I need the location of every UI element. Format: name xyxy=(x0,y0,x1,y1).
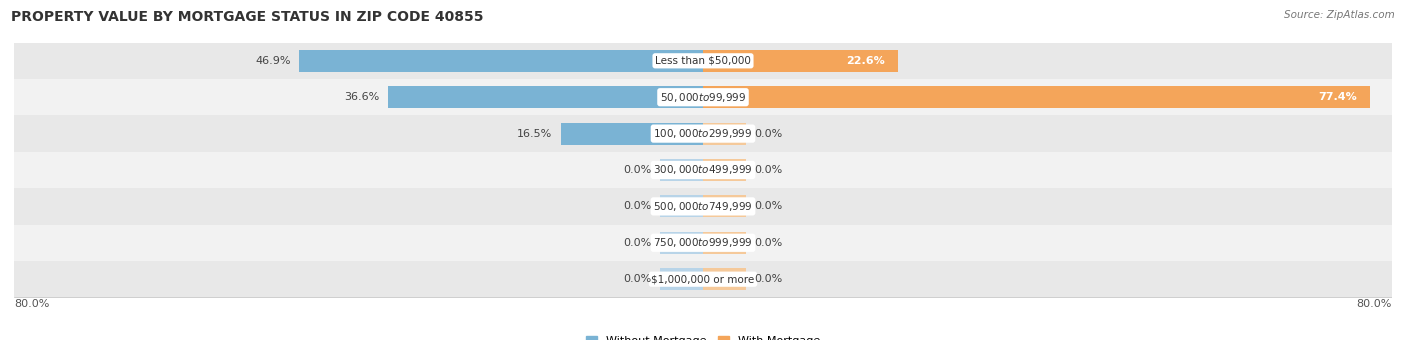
Bar xyxy=(659,195,703,217)
Text: 0.0%: 0.0% xyxy=(755,165,783,175)
Bar xyxy=(659,159,703,181)
Text: 36.6%: 36.6% xyxy=(344,92,380,102)
Text: 0.0%: 0.0% xyxy=(623,201,651,211)
Bar xyxy=(703,50,897,72)
Legend: Without Mortgage, With Mortgage: Without Mortgage, With Mortgage xyxy=(582,332,824,340)
Bar xyxy=(659,268,703,290)
Text: PROPERTY VALUE BY MORTGAGE STATUS IN ZIP CODE 40855: PROPERTY VALUE BY MORTGAGE STATUS IN ZIP… xyxy=(11,10,484,24)
Text: $500,000 to $749,999: $500,000 to $749,999 xyxy=(654,200,752,213)
Text: $100,000 to $299,999: $100,000 to $299,999 xyxy=(654,127,752,140)
Bar xyxy=(703,232,747,254)
Text: 16.5%: 16.5% xyxy=(517,129,553,139)
Bar xyxy=(14,42,1392,79)
Bar xyxy=(14,188,1392,225)
Text: $750,000 to $999,999: $750,000 to $999,999 xyxy=(654,236,752,249)
Text: Less than $50,000: Less than $50,000 xyxy=(655,56,751,66)
Bar xyxy=(14,115,1392,152)
Bar xyxy=(703,86,1369,108)
Text: $300,000 to $499,999: $300,000 to $499,999 xyxy=(654,164,752,176)
Text: 0.0%: 0.0% xyxy=(623,238,651,248)
Bar xyxy=(703,268,747,290)
Text: 80.0%: 80.0% xyxy=(14,299,49,309)
Bar xyxy=(14,225,1392,261)
Bar xyxy=(388,86,703,108)
Text: $1,000,000 or more: $1,000,000 or more xyxy=(651,274,755,284)
Text: 22.6%: 22.6% xyxy=(846,56,884,66)
Text: 0.0%: 0.0% xyxy=(755,201,783,211)
Bar xyxy=(703,159,747,181)
Bar xyxy=(703,123,747,144)
Text: 0.0%: 0.0% xyxy=(755,274,783,284)
Text: Source: ZipAtlas.com: Source: ZipAtlas.com xyxy=(1284,10,1395,20)
Text: 77.4%: 77.4% xyxy=(1317,92,1357,102)
Text: 0.0%: 0.0% xyxy=(755,129,783,139)
Text: 0.0%: 0.0% xyxy=(623,165,651,175)
Bar xyxy=(299,50,703,72)
Bar xyxy=(14,79,1392,115)
Text: 0.0%: 0.0% xyxy=(623,274,651,284)
Bar xyxy=(14,152,1392,188)
Bar xyxy=(561,123,703,144)
Text: 46.9%: 46.9% xyxy=(254,56,291,66)
Text: 80.0%: 80.0% xyxy=(1357,299,1392,309)
Bar xyxy=(659,232,703,254)
Text: $50,000 to $99,999: $50,000 to $99,999 xyxy=(659,91,747,104)
Text: 0.0%: 0.0% xyxy=(755,238,783,248)
Bar xyxy=(703,195,747,217)
Bar xyxy=(14,261,1392,298)
